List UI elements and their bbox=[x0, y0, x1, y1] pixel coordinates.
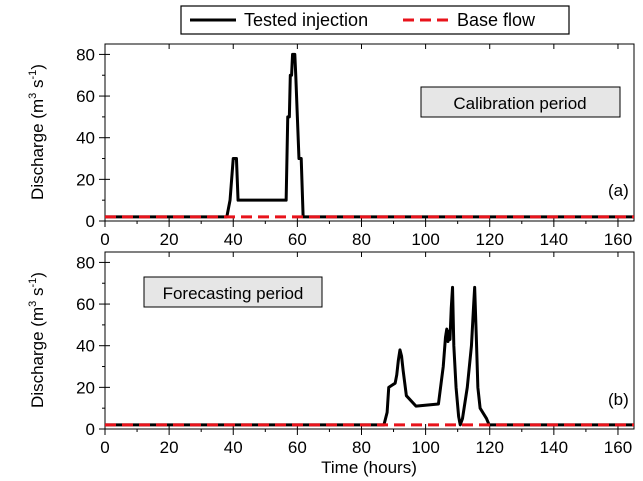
panel-b-annotation: Forecasting period bbox=[143, 276, 323, 308]
tested-injection-line bbox=[105, 285, 634, 427]
panel-b-y-ticks: 0 20 40 60 80 bbox=[76, 253, 110, 439]
x-tick-label: 40 bbox=[224, 438, 243, 457]
y-title-sup1: 3 bbox=[27, 301, 39, 307]
legend-base-label: Base flow bbox=[457, 10, 536, 30]
y-title-mid: s bbox=[28, 288, 47, 301]
x-tick-label: 100 bbox=[411, 438, 439, 457]
panel-b-lines bbox=[105, 285, 634, 427]
x-tick-label: 20 bbox=[160, 438, 179, 457]
x-tick-label: 100 bbox=[411, 230, 439, 249]
x-tick-label: 120 bbox=[476, 230, 504, 249]
y-title-main: Discharge (m bbox=[28, 99, 47, 200]
x-tick-label: 0 bbox=[100, 438, 109, 457]
x-tick-label: 60 bbox=[288, 230, 307, 249]
y-tick-label: 80 bbox=[76, 45, 95, 64]
y-title-sup1: 3 bbox=[27, 93, 39, 99]
legend-box bbox=[180, 5, 570, 35]
panel-b-label: (b) bbox=[608, 390, 629, 409]
x-tick-label: 0 bbox=[100, 230, 109, 249]
x-tick-label: 80 bbox=[352, 438, 371, 457]
panel-a-lines bbox=[105, 52, 634, 219]
panel-a: 0 20 40 60 80 0 20 40 60 80 100 120 140 160 Calibrat… bbox=[27, 43, 635, 249]
panel-a-y-axis-title: Discharge (m3 s-1) bbox=[27, 64, 47, 200]
annotation-text: Forecasting period bbox=[163, 284, 304, 303]
y-tick-label: 60 bbox=[76, 87, 95, 106]
tested-injection-line bbox=[105, 52, 634, 219]
y-tick-label: 80 bbox=[76, 253, 95, 272]
x-tick-label: 80 bbox=[352, 230, 371, 249]
x-tick-label: 140 bbox=[540, 230, 568, 249]
y-tick-label: 40 bbox=[76, 337, 95, 356]
y-tick-label: 20 bbox=[76, 378, 95, 397]
x-tick-label: 160 bbox=[604, 230, 632, 249]
annotation-text: Calibration period bbox=[453, 94, 586, 113]
legend: Tested injection Base flow bbox=[180, 5, 570, 35]
x-axis-title: Time (hours) bbox=[321, 458, 417, 477]
y-title-end: ) bbox=[28, 272, 47, 278]
panel-a-label: (a) bbox=[608, 181, 629, 200]
y-title-sup2: -1 bbox=[27, 70, 39, 80]
y-title-sup2: -1 bbox=[27, 278, 39, 288]
annotation-box bbox=[143, 276, 323, 308]
x-tick-label: 140 bbox=[540, 438, 568, 457]
y-tick-label: 60 bbox=[76, 295, 95, 314]
y-title-main: Discharge (m bbox=[28, 307, 47, 408]
x-tick-label: 120 bbox=[476, 438, 504, 457]
x-tick-label: 160 bbox=[604, 438, 632, 457]
x-tick-label: 20 bbox=[160, 230, 179, 249]
legend-tested-label: Tested injection bbox=[244, 10, 368, 30]
y-tick-label: 20 bbox=[76, 170, 95, 189]
annotation-box bbox=[420, 86, 621, 118]
y-title-end: ) bbox=[28, 64, 47, 70]
y-title-mid: s bbox=[28, 80, 47, 93]
panel-b-x-ticks: 0 20 40 60 80 100 120 140 160 bbox=[100, 252, 632, 457]
panel-a-y-ticks: 0 20 40 60 80 bbox=[76, 45, 110, 231]
panel-a-x-ticks: 0 20 40 60 80 100 120 140 160 bbox=[100, 44, 632, 249]
panel-a-annotation: Calibration period bbox=[420, 86, 621, 118]
x-tick-label: 60 bbox=[288, 438, 307, 457]
y-tick-label: 0 bbox=[86, 420, 95, 439]
y-tick-label: 0 bbox=[86, 212, 95, 231]
panel-a-frame bbox=[104, 43, 635, 222]
y-tick-label: 40 bbox=[76, 129, 95, 148]
x-tick-label: 40 bbox=[224, 230, 243, 249]
panel-b: 0 20 40 60 80 0 20 40 60 80 100 120 140 160 Forecast… bbox=[27, 251, 635, 477]
panel-b-y-axis-title: Discharge (m3 s-1) bbox=[27, 272, 47, 408]
panel-b-frame bbox=[104, 251, 635, 430]
